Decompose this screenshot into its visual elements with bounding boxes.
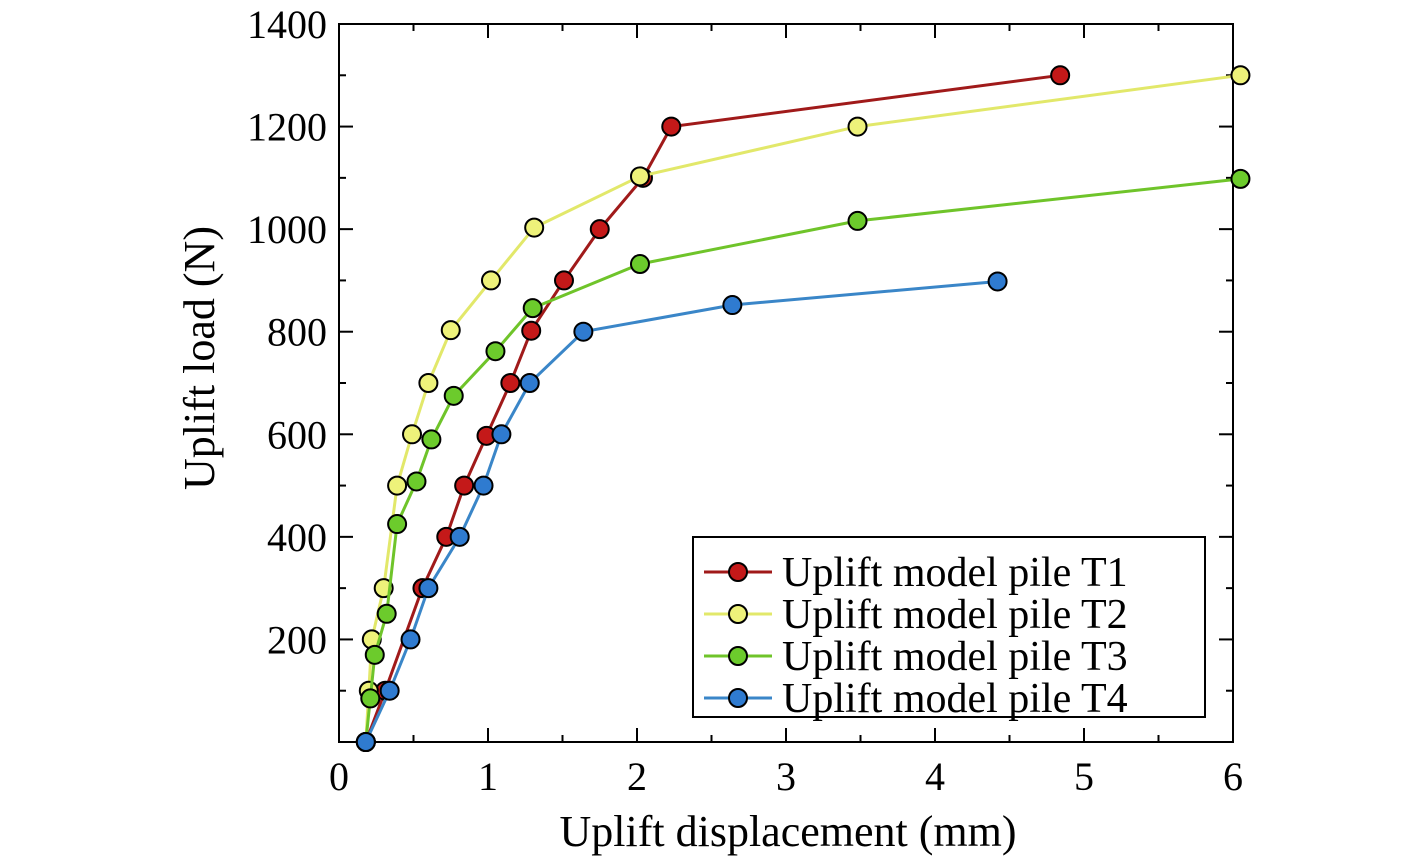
data-point [449,526,470,547]
data-point [629,254,650,275]
x-tick-label: 2 [627,754,647,799]
data-point [400,629,421,650]
legend-marker [728,604,748,624]
data-point [454,475,475,496]
data-point [629,166,650,187]
data-point [440,320,461,341]
data-point [661,116,682,137]
legend-label: Uplift model pile T4 [782,676,1128,722]
y-axis-title: Uplift load (N) [175,226,224,490]
data-point [847,116,868,137]
x-tick-label: 5 [1074,754,1094,799]
data-point [524,217,545,238]
y-tick-label: 800 [267,310,327,355]
data-point [387,514,408,535]
data-point [379,680,400,701]
data-point [418,578,439,599]
legend-marker [728,688,748,708]
x-axis-title: Uplift displacement (mm) [560,807,1017,856]
data-point [987,271,1008,292]
x-tick-label: 3 [776,754,796,799]
legend-marker [728,562,748,582]
legend-box [692,536,1206,718]
y-tick-label: 600 [267,412,327,457]
data-point [1050,65,1071,86]
data-point [376,603,397,624]
data-point [443,385,464,406]
data-point [589,219,610,240]
y-tick-label: 400 [267,515,327,560]
data-point [473,475,494,496]
y-tick-label: 1400 [247,2,327,47]
y-tick-label: 200 [267,617,327,662]
series-4 [355,271,1008,752]
x-tick-label: 1 [478,754,498,799]
data-point [387,475,408,496]
data-point [522,298,543,319]
data-point [360,688,381,709]
data-point [364,644,385,665]
data-point [573,321,594,342]
data-point [421,429,442,450]
data-point [480,270,501,291]
legend-marker [728,646,748,666]
data-point [500,373,521,393]
data-point [491,424,512,445]
data-point [519,373,540,393]
data-point [355,732,376,752]
data-point [521,320,542,341]
data-point [847,210,868,231]
data-point [485,341,506,362]
data-point [406,471,427,492]
y-tick-label: 1200 [247,105,327,150]
legend-label: Uplift model pile T2 [782,592,1128,638]
axes: 0 1 2 3 4 5 6 200 400 600 800 1000 1200 1400 [247,2,1243,799]
series-layer [355,65,1251,752]
data-point [418,373,439,393]
y-tick-label: 1000 [247,207,327,252]
legend-label: Uplift model pile T3 [782,634,1128,680]
x-tick-label: 4 [925,754,945,799]
data-point [722,295,743,316]
x-tick-label: 0 [329,754,349,799]
data-point [1230,65,1251,86]
data-point [402,424,423,445]
x-tick-label: 6 [1223,754,1243,799]
data-point [1230,168,1251,189]
data-point [553,270,574,291]
legend-label: Uplift model pile T1 [782,550,1128,596]
